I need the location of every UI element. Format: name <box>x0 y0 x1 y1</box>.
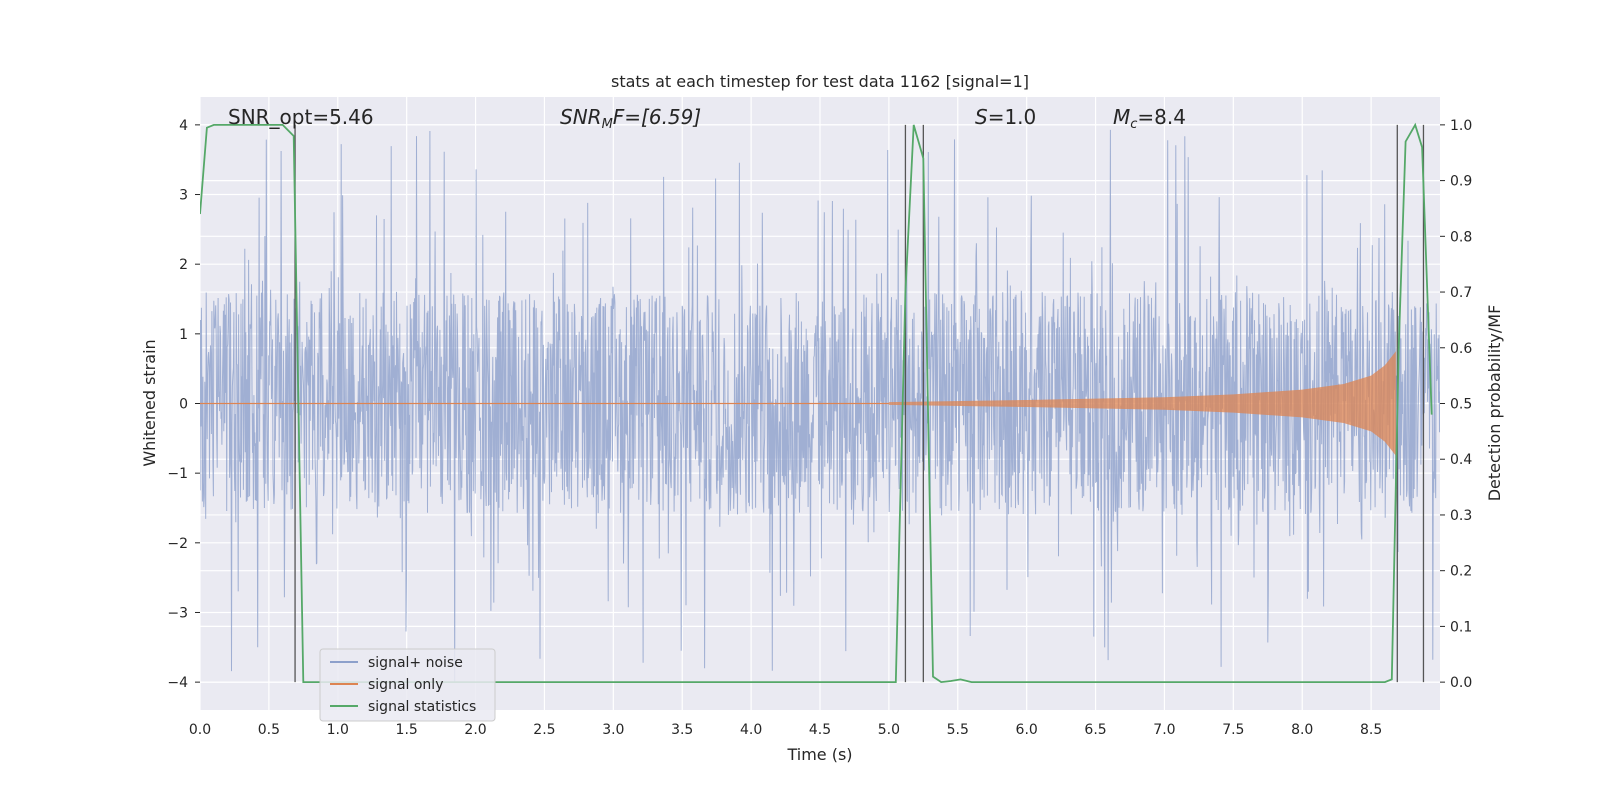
x-tick-label: 8.5 <box>1360 722 1382 738</box>
legend-label-statistics: signal statistics <box>368 699 476 715</box>
x-tick-label: 6.5 <box>1084 722 1106 738</box>
y-tick-label-left: 0 <box>179 397 188 413</box>
y-tick-label-left: −1 <box>167 466 188 482</box>
x-tick-label: 3.5 <box>671 722 693 738</box>
y-tick-label-right: 0.6 <box>1450 341 1472 357</box>
annotation-s-label: S <box>975 105 988 129</box>
y-tick-label-left: 1 <box>179 327 188 343</box>
annotation-snr-mf: SNRMF=[6.59] <box>560 105 701 132</box>
x-axis-label: Time (s) <box>786 745 852 764</box>
annotation-mc-label: M <box>1113 105 1130 129</box>
x-tick-label: 8.0 <box>1291 722 1313 738</box>
x-tick-label: 0.0 <box>189 722 211 738</box>
chart-title: stats at each timestep for test data 116… <box>611 72 1029 91</box>
series-signal-only <box>888 351 1396 456</box>
y-tick-label-left: 4 <box>179 118 188 134</box>
y-tick-label-right: 0.0 <box>1450 675 1472 691</box>
y-tick-label-right: 0.4 <box>1450 452 1472 468</box>
x-tick-label: 0.5 <box>258 722 280 738</box>
y-axis-label-right: Detection probability/MF <box>1485 305 1504 502</box>
legend-label-noise: signal+ noise <box>368 655 463 671</box>
legend-box <box>319 648 496 722</box>
y-tick-label-left: 3 <box>179 188 188 204</box>
y-tick-label-right: 0.5 <box>1450 397 1472 413</box>
annotation-snr-mf-sub: M <box>602 117 613 132</box>
x-tick-label: 2.0 <box>464 722 486 738</box>
annotation-mc-sub: c <box>1130 117 1137 132</box>
x-tick-label: 1.5 <box>396 722 418 738</box>
x-tick-label: 2.5 <box>533 722 555 738</box>
annotation-snr-mf-label: SNR <box>560 105 602 129</box>
annotation-s: S=1.0 <box>975 105 1036 129</box>
x-tick-label: 7.5 <box>1222 722 1244 738</box>
y-tick-label-right: 0.3 <box>1450 508 1472 524</box>
y-tick-label-left: −4 <box>167 675 188 691</box>
annotation-snr-mf-rest: F=[6.59] <box>613 105 701 129</box>
x-tick-label: 4.5 <box>809 722 831 738</box>
y-tick-label-right: 0.1 <box>1450 619 1472 635</box>
x-tick-label: 4.0 <box>740 722 762 738</box>
series-signal-statistics <box>200 122 1433 684</box>
y-axis-label-left: Whitened strain <box>140 339 159 466</box>
y-tick-label-left: −3 <box>167 605 188 621</box>
x-tick-label: 3.0 <box>602 722 624 738</box>
x-tick-label: 6.0 <box>1016 722 1038 738</box>
y-tick-label-right: 0.7 <box>1450 285 1472 301</box>
legend: signal+ noise signal only signal statist… <box>319 648 496 722</box>
y-tick-label-right: 0.8 <box>1450 229 1472 245</box>
y-tick-label-left: −2 <box>167 536 188 552</box>
annotation-s-rest: =1.0 <box>988 105 1037 129</box>
y-tick-label-right: 1.0 <box>1450 118 1472 134</box>
legend-label-signal: signal only <box>368 677 443 693</box>
x-tick-label: 5.0 <box>878 722 900 738</box>
y-tick-label-right: 0.9 <box>1450 174 1472 190</box>
series-signal-plus-noise <box>200 129 1440 682</box>
x-tick-label: 7.0 <box>1153 722 1175 738</box>
x-tick-label: 1.0 <box>327 722 349 738</box>
annotation-snr-opt: SNR_opt=5.46 <box>228 105 374 129</box>
annotation-mc: Mc=8.4 <box>1113 105 1186 132</box>
annotation-mc-rest: =8.4 <box>1137 105 1186 129</box>
y-tick-label-left: 2 <box>179 257 188 273</box>
y-tick-label-right: 0.2 <box>1450 564 1472 580</box>
x-tick-label: 5.5 <box>947 722 969 738</box>
